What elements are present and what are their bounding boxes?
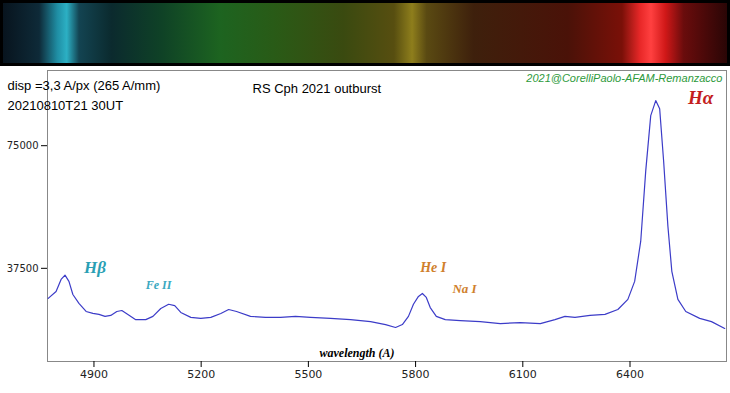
svg-text:6100: 6100 <box>509 368 537 381</box>
svg-text:Na I: Na I <box>451 281 477 296</box>
svg-text:Fe II: Fe II <box>145 278 173 292</box>
svg-text:2021@CorelliPaolo-AFAM-Remanza: 2021@CorelliPaolo-AFAM-Remanzacco <box>525 72 722 84</box>
svg-text:5800: 5800 <box>402 368 430 381</box>
svg-text:Hα: Hα <box>687 87 714 108</box>
svg-text:4900: 4900 <box>80 368 108 381</box>
svg-text:Hβ: Hβ <box>83 258 106 277</box>
svg-text:5200: 5200 <box>187 368 215 381</box>
svg-text:37500: 37500 <box>7 263 39 274</box>
svg-text:wavelength (A): wavelength (A) <box>320 346 395 360</box>
svg-text:RS Cph 2021 outburst: RS Cph 2021 outburst <box>253 81 382 96</box>
svg-text:75000: 75000 <box>7 140 39 151</box>
svg-text:6400: 6400 <box>616 368 644 381</box>
svg-text:20210810T21 30UT: 20210810T21 30UT <box>8 98 124 113</box>
svg-text:5500: 5500 <box>294 368 322 381</box>
svg-text:He I: He I <box>419 260 447 275</box>
svg-text:disp =3,3 A/px (265 A/mm): disp =3,3 A/px (265 A/mm) <box>8 78 161 93</box>
